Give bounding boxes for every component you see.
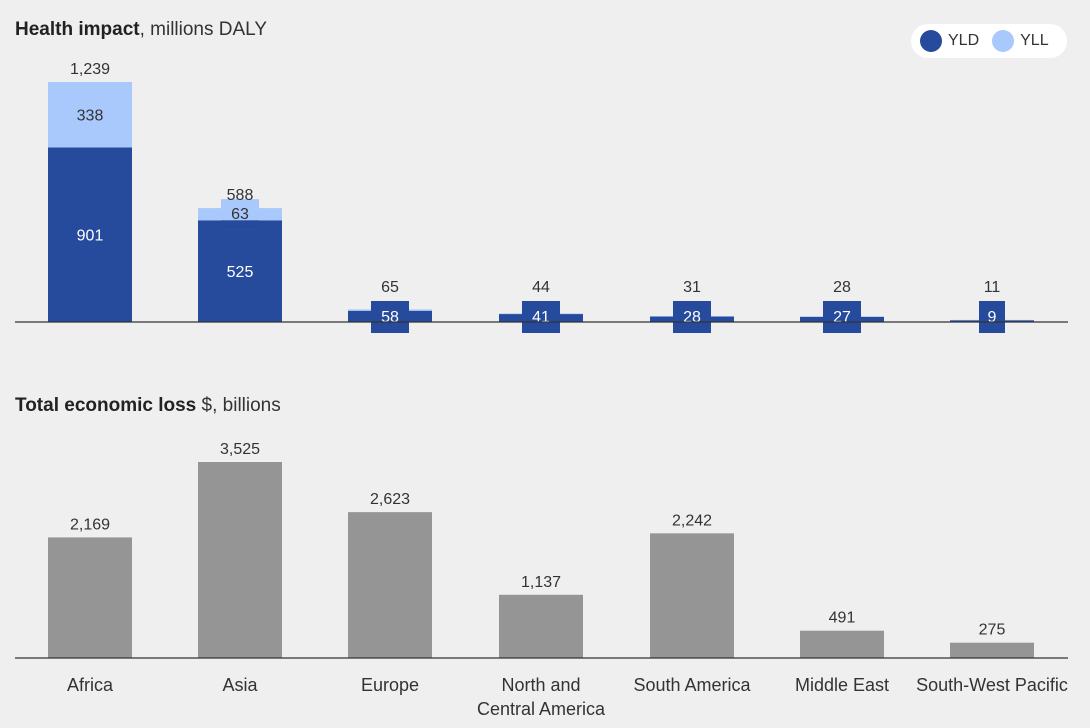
category-label-africa: Africa (67, 675, 114, 695)
bar-economic-south-america (650, 533, 734, 658)
bar-economic-north-central-america (499, 594, 583, 658)
economic-value-label-europe: 2,623 (370, 491, 410, 508)
total-label-europe: 65 (381, 279, 399, 296)
bar-yld-africa (48, 147, 132, 322)
bar-economic-south-west-pacific (950, 642, 1034, 658)
yld-value-label-asia: 525 (227, 264, 254, 281)
bar-yll-africa (48, 82, 132, 148)
economic-value-label-south-america: 2,242 (672, 512, 712, 529)
total-label-south-west-pacific: 11 (984, 279, 1001, 296)
total-label-south-america: 31 (683, 279, 701, 296)
health-chart-title: Health impact, millions DALY (15, 19, 267, 41)
economic-title-bold: Total economic loss (15, 395, 197, 416)
yld-label-badge-middle-east (823, 301, 861, 333)
economic-chart-title: Total economic loss $, billions (15, 395, 281, 417)
yld-label-badge-europe (371, 301, 409, 333)
category-label-north-central-america-line2: Central America (477, 699, 606, 719)
bar-yld-asia (198, 220, 282, 322)
bar-economic-africa (48, 537, 132, 658)
legend-swatch-yld (920, 30, 942, 52)
bar-economic-asia (198, 462, 282, 658)
yll-value-label-asia: 63 (231, 206, 249, 223)
total-label-africa: 1,239 (70, 61, 110, 78)
economic-value-label-north-central-america: 1,137 (521, 574, 561, 591)
yld-label-badge-south-america (673, 301, 711, 333)
category-label-north-central-america: North and (501, 675, 580, 695)
legend: YLD YLL (911, 24, 1067, 58)
yld-value-label-europe: 58 (381, 309, 399, 326)
total-label-north-central-america: 44 (532, 279, 550, 296)
yld-label-badge-south-west-pacific (979, 301, 1005, 333)
yld-label-notch-asia (221, 220, 259, 230)
category-label-europe: Europe (361, 675, 419, 695)
category-label-asia: Asia (222, 675, 258, 695)
total-label-middle-east: 28 (833, 279, 851, 296)
economic-value-label-asia: 3,525 (220, 441, 260, 458)
yld-value-label-south-west-pacific: 9 (988, 309, 997, 326)
legend-item-yld: YLD (920, 30, 979, 52)
bar-economic-europe (348, 512, 432, 658)
economic-title-unit: $, billions (196, 395, 281, 416)
yld-value-label-middle-east: 27 (833, 309, 851, 326)
health-title-unit: , millions DALY (139, 19, 267, 40)
legend-label-yld: YLD (948, 32, 980, 49)
economic-value-label-africa: 2,169 (70, 516, 110, 533)
total-label-asia: 588 (227, 187, 254, 204)
category-label-south-america: South America (633, 675, 751, 695)
economic-value-label-south-west-pacific: 275 (979, 622, 1006, 639)
category-label-south-west-pacific: South-West Pacific (916, 675, 1068, 695)
yld-value-label-south-america: 28 (683, 309, 701, 326)
legend-label-yll: YLL (1020, 32, 1049, 49)
yld-value-label-africa: 901 (77, 228, 104, 245)
yld-label-badge-north-central-america (522, 301, 560, 333)
bar-economic-middle-east (800, 630, 884, 658)
economic-value-label-middle-east: 491 (829, 610, 856, 627)
legend-item-yll: YLL (992, 30, 1049, 52)
yll-value-label-africa: 338 (77, 108, 104, 125)
legend-swatch-yll (992, 30, 1015, 52)
yld-value-label-north-central-america: 41 (532, 309, 550, 326)
health-title-bold: Health impact (15, 19, 140, 40)
category-label-middle-east: Middle East (795, 675, 889, 695)
